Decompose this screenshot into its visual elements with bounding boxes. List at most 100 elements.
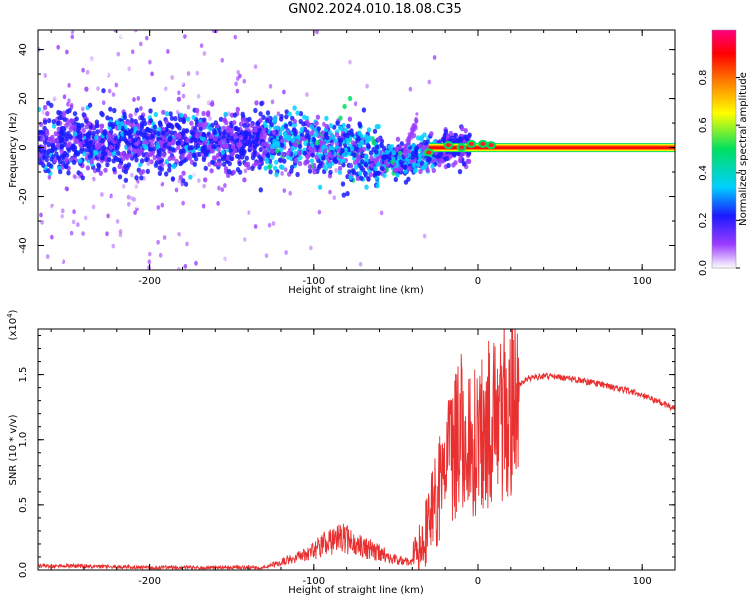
spectral-point bbox=[451, 162, 456, 168]
spectral-point bbox=[66, 200, 70, 206]
spectral-point bbox=[208, 116, 212, 121]
spectral-point bbox=[38, 106, 42, 112]
spectral-point bbox=[64, 186, 69, 192]
spectral-point bbox=[81, 106, 85, 112]
spectral-point bbox=[76, 125, 82, 131]
spectral-point bbox=[207, 67, 212, 73]
spectral-point bbox=[265, 117, 270, 123]
spectral-point bbox=[70, 34, 75, 40]
spectral-point bbox=[83, 215, 88, 221]
spectral-point bbox=[64, 164, 69, 170]
spectral-point bbox=[374, 149, 379, 155]
spectral-point bbox=[108, 106, 113, 112]
spectral-point bbox=[148, 151, 153, 158]
spectral-point bbox=[158, 263, 163, 268]
spectral-point bbox=[46, 100, 51, 106]
spectral-point bbox=[463, 128, 468, 134]
spectral-point bbox=[123, 75, 128, 81]
spectral-point bbox=[347, 169, 352, 175]
spectral-point bbox=[108, 51, 112, 56]
spectral-point bbox=[367, 108, 372, 114]
spectral-point bbox=[197, 178, 201, 184]
spectral-point bbox=[144, 99, 149, 104]
spectral-point bbox=[50, 58, 55, 63]
x-tick-label: 0 bbox=[475, 276, 481, 287]
spectral-point bbox=[201, 203, 206, 209]
spectral-point bbox=[195, 70, 200, 76]
spectral-point bbox=[437, 162, 442, 168]
spectral-point bbox=[156, 127, 162, 133]
spectral-point bbox=[132, 76, 137, 82]
spectral-point bbox=[196, 89, 201, 94]
spectral-point bbox=[340, 78, 345, 84]
spectral-point bbox=[116, 240, 121, 246]
spectral-point bbox=[341, 207, 346, 213]
spectral-point bbox=[315, 140, 320, 146]
spectral-point bbox=[193, 93, 197, 98]
spectral-point bbox=[441, 60, 446, 65]
spectral-point bbox=[107, 262, 111, 268]
spectral-point bbox=[169, 130, 175, 136]
spectral-point bbox=[244, 209, 248, 215]
spectral-point bbox=[251, 246, 256, 251]
spectral-point bbox=[132, 97, 136, 102]
spectral-point bbox=[121, 136, 127, 142]
spectral-point bbox=[243, 237, 247, 242]
spectral-point bbox=[139, 158, 145, 164]
spectral-point bbox=[322, 148, 328, 154]
spectral-point bbox=[249, 86, 254, 92]
spectral-point bbox=[366, 176, 371, 182]
spectral-point bbox=[239, 195, 243, 201]
spectral-point bbox=[246, 51, 251, 56]
spectral-point bbox=[328, 123, 334, 129]
spectral-point bbox=[82, 249, 86, 254]
spectral-point bbox=[123, 130, 128, 136]
spectral-point bbox=[110, 101, 114, 107]
spectral-point bbox=[149, 142, 155, 148]
spectral-point bbox=[66, 70, 70, 75]
spectral-point bbox=[38, 62, 42, 68]
spectral-point bbox=[225, 155, 231, 161]
spectral-point bbox=[84, 138, 89, 144]
spectral-point bbox=[178, 174, 183, 181]
spectral-point bbox=[207, 162, 212, 167]
spectral-point bbox=[227, 254, 231, 260]
spectral-point bbox=[328, 130, 333, 136]
spectral-point bbox=[366, 127, 372, 133]
spectral-point bbox=[96, 193, 100, 199]
spectral-point bbox=[147, 207, 151, 213]
spectral-point bbox=[186, 104, 191, 110]
spectral-point bbox=[322, 121, 326, 127]
spectral-point bbox=[328, 99, 333, 105]
spectral-point bbox=[339, 158, 344, 164]
spectral-point bbox=[108, 144, 114, 150]
spectral-point bbox=[293, 157, 298, 163]
spectral-point bbox=[117, 107, 122, 113]
spectral-point bbox=[112, 107, 117, 114]
spectral-point bbox=[101, 100, 106, 106]
spectral-point bbox=[51, 119, 57, 125]
spectral-point bbox=[340, 181, 346, 187]
spectral-point bbox=[207, 36, 211, 42]
spectral-point bbox=[189, 71, 194, 77]
spectral-point bbox=[317, 174, 322, 180]
spectral-point bbox=[226, 261, 230, 267]
spectral-point bbox=[126, 194, 131, 200]
spectral-point bbox=[115, 150, 121, 156]
spectral-point bbox=[134, 107, 140, 113]
spectral-point bbox=[211, 155, 217, 161]
spectral-point bbox=[64, 157, 69, 163]
spectral-point bbox=[220, 192, 225, 198]
spectral-point bbox=[117, 174, 123, 180]
spectral-point bbox=[66, 90, 70, 95]
spectral-point bbox=[414, 118, 418, 122]
spectral-point bbox=[301, 121, 306, 127]
colorbar-tick-label: 0.4 bbox=[698, 165, 709, 181]
spectral-point bbox=[38, 167, 42, 173]
spectral-point bbox=[72, 58, 76, 64]
spectral-point bbox=[74, 48, 79, 53]
spectral-point bbox=[184, 230, 189, 236]
spectral-point bbox=[132, 255, 136, 261]
spectral-point bbox=[419, 136, 424, 142]
spectral-point bbox=[164, 86, 168, 92]
